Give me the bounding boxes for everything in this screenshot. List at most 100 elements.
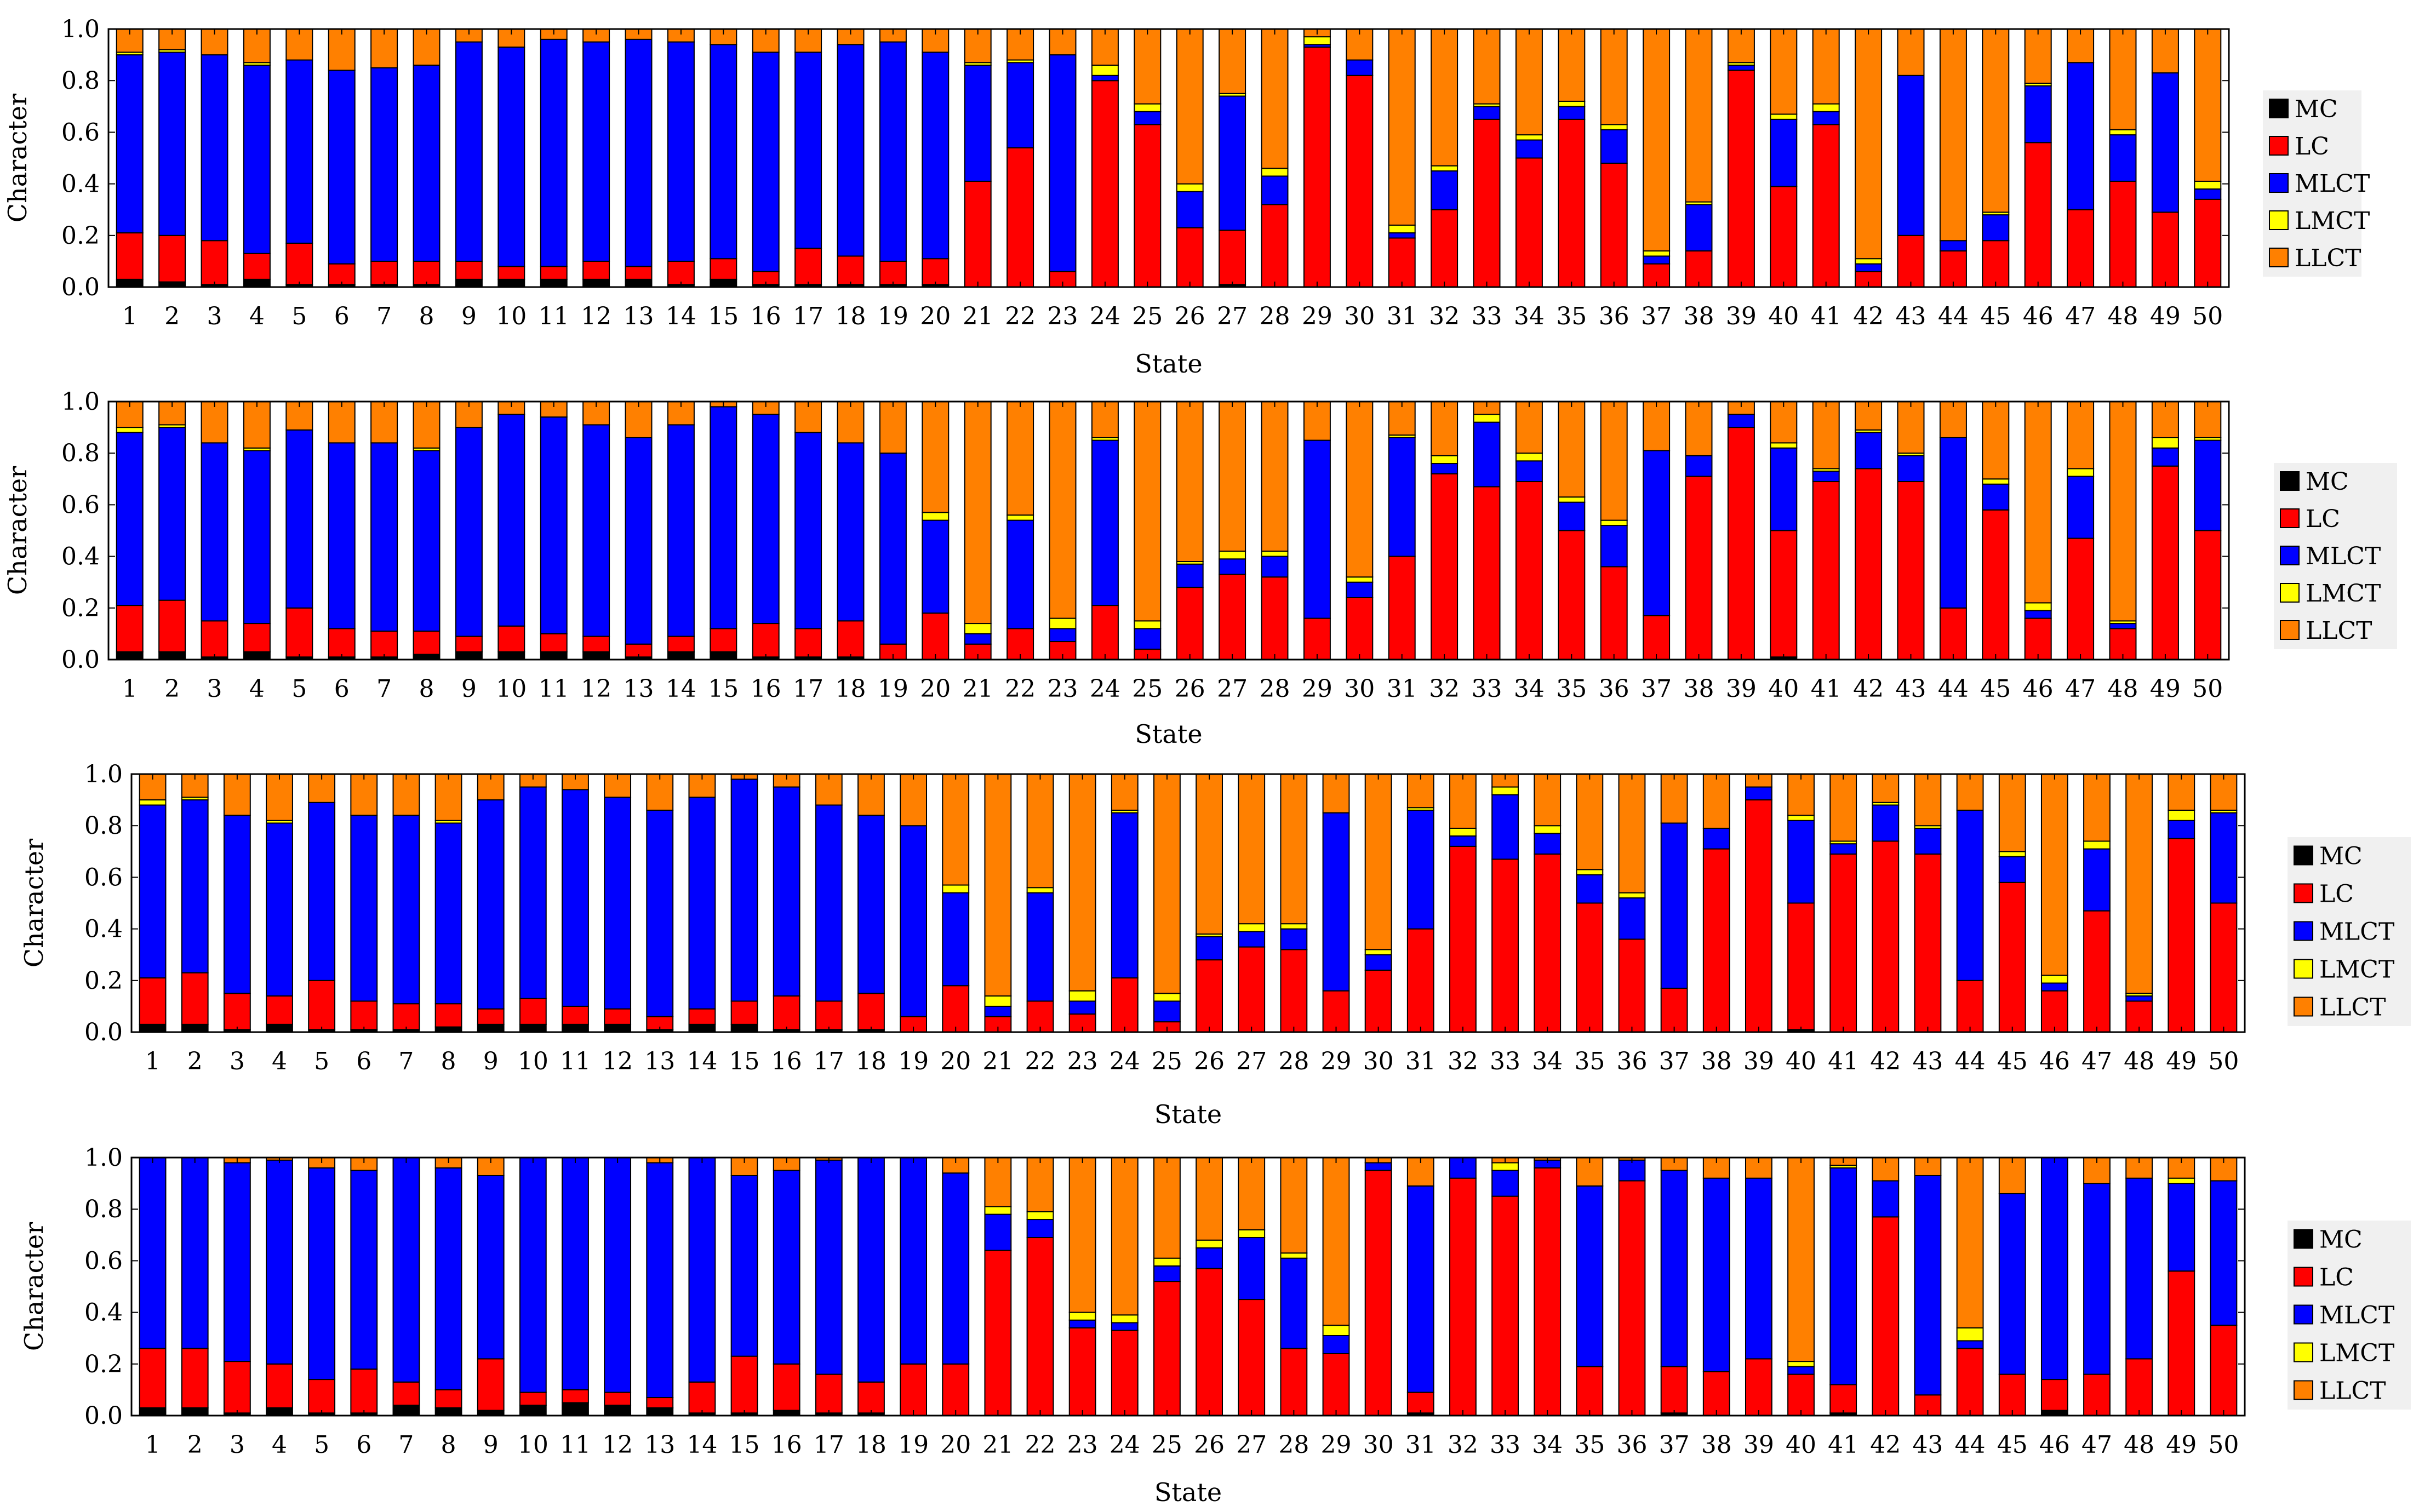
bar-segment-lc-state-21 [984, 1250, 1012, 1417]
bar-segment-mlct-state-7 [370, 67, 398, 262]
bar-segment-lc-state-19 [879, 260, 907, 285]
bar-segment-mlct-state-45 [1982, 214, 2010, 242]
legend-label: LMCT [2306, 580, 2381, 608]
bar-segment-mlct-state-38 [1702, 1177, 1730, 1372]
bar-segment-lc-state-41 [1812, 124, 1840, 288]
bar-segment-mlct-state-43 [1897, 75, 1925, 236]
bar-segment-llct-state-37 [1643, 28, 1671, 252]
bar-segment-lmct-state-48 [2109, 129, 2137, 136]
bar-segment-lc-state-1 [139, 977, 167, 1025]
bar-segment-lc-state-25 [1134, 124, 1162, 288]
bar-segment-lc-state-4 [266, 1363, 293, 1408]
x-tick-label: 27 [1236, 1047, 1267, 1075]
x-tick-label: 43 [1912, 1047, 1943, 1075]
x-tick-label: 35 [1556, 302, 1587, 330]
chart-panel-4: 1 2 3 4 5 6 7 8 9 10 11 12 13 14 15 16 17 18 19 20 21 22 23 24 2… [19, 1144, 2411, 1507]
bar-segment-mlct-state-8 [413, 64, 441, 262]
x-tick-label: 42 [1870, 1047, 1901, 1075]
bar-segment-llct-state-40 [1770, 28, 1798, 115]
bar-segment-lc-state-7 [392, 1381, 420, 1406]
bar-segment-mlct-state-13 [646, 809, 674, 1017]
x-tick-label: 5 [314, 1047, 329, 1075]
x-tick-label: 34 [1532, 1047, 1563, 1075]
bar-segment-mlct-state-17 [794, 51, 822, 249]
bar-segment-llct-state-18 [857, 774, 885, 816]
bar-segment-lc-state-29 [1303, 617, 1331, 661]
bar-segment-llct-state-28 [1261, 28, 1289, 169]
plot-frame [107, 400, 2230, 661]
bar-segment-llct-state-44 [1956, 774, 1984, 811]
bar-segment-lc-state-46 [2040, 990, 2068, 1033]
x-tick-label: 37 [1641, 302, 1672, 330]
bar-segment-mlct-state-25 [1134, 111, 1162, 125]
x-tick-label: 14 [687, 1431, 717, 1459]
legend-label: LLCT [2319, 1377, 2386, 1405]
x-tick-label: 4 [272, 1431, 287, 1459]
bar-segment-llct-state-41 [1829, 774, 1857, 842]
x-tick-label: 34 [1514, 675, 1545, 703]
x-tick-label: 14 [666, 675, 696, 703]
legend-label: LLCT [2306, 617, 2372, 645]
x-tick-label: 18 [836, 302, 866, 330]
bar-segment-lmct-state-33 [1473, 414, 1501, 423]
bar-segment-lc-state-8 [434, 1003, 462, 1028]
bar-segment-lc-state-6 [328, 628, 356, 658]
bar-segment-llct-state-29 [1303, 401, 1331, 441]
bar-segment-lc-state-14 [667, 260, 695, 285]
bar-segment-lc-state-3 [201, 240, 228, 285]
bar-segment-lc-state-47 [2067, 209, 2095, 288]
bar-segment-lmct-state-37 [1643, 250, 1671, 257]
x-tick-label: 14 [687, 1047, 717, 1075]
bar-segment-lc-state-15 [710, 628, 737, 652]
legend-label: MLCT [2306, 542, 2381, 570]
bar-segment-llct-state-45 [1982, 401, 2010, 480]
x-tick-label: 47 [2065, 302, 2096, 330]
bar-segment-mlct-state-23 [1049, 54, 1077, 272]
bar-segment-mlct-state-31 [1406, 1185, 1434, 1393]
x-tick-label: 17 [814, 1431, 844, 1459]
x-tick-label: 45 [1980, 675, 2011, 703]
bar-segment-lc-state-22 [1007, 147, 1034, 288]
x-tick-label: 41 [1811, 675, 1842, 703]
bar-segment-lmct-state-32 [1449, 827, 1477, 837]
bar-segment-mlct-state-28 [1261, 175, 1289, 205]
bar-segment-lc-state-42 [1872, 840, 1900, 1033]
x-tick-label: 40 [1786, 1431, 1816, 1459]
y-tick-label: 0.2 [61, 594, 100, 622]
bar-segment-lmct-state-1 [116, 427, 144, 433]
legend-label: LMCT [2319, 956, 2394, 984]
bar-segment-lc-state-20 [922, 612, 950, 660]
bar-segment-mlct-state-31 [1406, 809, 1434, 930]
bar-segment-lmct-state-28 [1280, 923, 1308, 930]
bar-segment-llct-state-40 [1787, 1157, 1815, 1362]
x-tick-label: 37 [1641, 675, 1672, 703]
bar-segment-mlct-state-16 [773, 786, 800, 997]
bar-segment-lc-state-15 [730, 1000, 758, 1025]
bar-segment-llct-state-43 [1914, 774, 1942, 827]
bar-segment-mlct-state-37 [1660, 822, 1688, 989]
bar-segment-mlct-state-22 [1026, 892, 1054, 1002]
bar-segment-lmct-state-21 [984, 1206, 1012, 1215]
bar-segment-llct-state-6 [328, 401, 356, 444]
bar-segment-lc-state-2 [181, 972, 209, 1025]
x-tick-label: 13 [624, 302, 654, 330]
bar-segment-mlct-state-33 [1491, 1170, 1519, 1197]
bar-segment-mlct-state-33 [1473, 421, 1501, 488]
x-tick-label: 19 [898, 1431, 929, 1459]
bar-segment-lmct-state-23 [1068, 1311, 1096, 1321]
bar-segment-lc-state-35 [1576, 1366, 1604, 1417]
bar-segment-mlct-state-41 [1829, 1167, 1857, 1385]
bar-segment-lmct-state-34 [1515, 134, 1543, 141]
bar-segment-llct-state-28 [1261, 401, 1289, 552]
bar-segment-mlct-state-10 [497, 46, 525, 267]
bar-segment-lc-state-39 [1745, 1358, 1772, 1416]
x-tick-label: 11 [539, 675, 569, 703]
x-tick-label: 43 [1896, 302, 1926, 330]
bar-segment-lc-state-30 [1346, 597, 1374, 660]
x-tick-label: 12 [581, 302, 611, 330]
bar-segment-llct-state-28 [1280, 774, 1308, 925]
x-tick-label: 28 [1278, 1431, 1309, 1459]
bar-segment-llct-state-27 [1238, 774, 1266, 925]
bar-segment-lc-state-32 [1449, 845, 1477, 1033]
